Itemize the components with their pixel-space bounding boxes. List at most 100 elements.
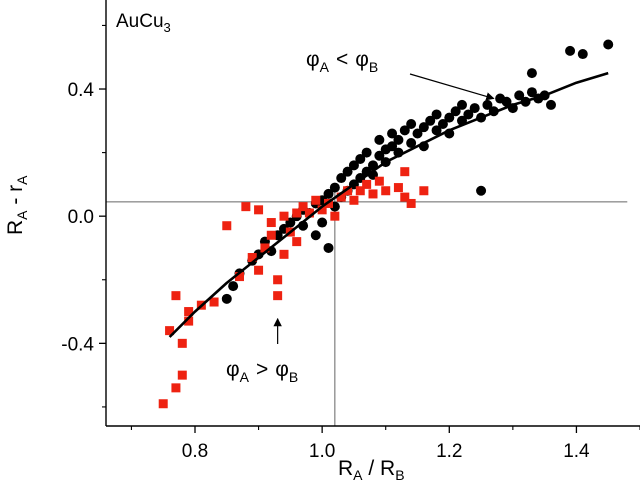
data-point-circle bbox=[526, 68, 537, 79]
data-point-circle bbox=[603, 39, 614, 50]
data-point-square bbox=[311, 195, 321, 205]
data-point-square bbox=[177, 370, 187, 380]
data-point-square bbox=[254, 265, 264, 275]
data-point-square bbox=[304, 208, 314, 218]
data-point-circle bbox=[323, 188, 334, 199]
chart-title: AuCu3 bbox=[116, 11, 171, 35]
data-point-circle bbox=[399, 125, 410, 136]
data-point-circle bbox=[329, 182, 340, 193]
data-point-circle bbox=[310, 230, 321, 241]
annotation-phiA-greater-phiB: φA > φB bbox=[226, 358, 298, 385]
data-point-square bbox=[165, 326, 175, 336]
data-point-square bbox=[292, 237, 302, 247]
data-point-square bbox=[406, 198, 416, 208]
data-point-square bbox=[273, 275, 283, 285]
data-point-circle bbox=[374, 134, 385, 145]
data-point-circle bbox=[336, 173, 347, 184]
data-point-circle bbox=[526, 87, 537, 98]
data-point-circle bbox=[463, 109, 474, 120]
y-tick-label: 0.0 bbox=[68, 207, 94, 228]
data-point-square bbox=[419, 186, 429, 196]
data-point-circle bbox=[406, 138, 417, 149]
y-tick-label: -0.4 bbox=[61, 334, 94, 355]
data-point-circle bbox=[425, 115, 436, 126]
data-point-square bbox=[209, 297, 219, 307]
fit-line bbox=[168, 71, 609, 338]
annotations bbox=[273, 73, 495, 344]
data-point-circle bbox=[431, 125, 442, 136]
data-point-square bbox=[260, 243, 270, 253]
data-point-square bbox=[184, 316, 194, 326]
data-point-square bbox=[273, 291, 283, 301]
data-point-circle bbox=[374, 150, 385, 161]
data-point-circle bbox=[565, 45, 576, 56]
data-point-square bbox=[381, 186, 391, 196]
annotation-arrow-upper bbox=[409, 73, 495, 101]
data-point-circle bbox=[323, 242, 334, 253]
series-black-circles bbox=[221, 39, 614, 304]
data-point-circle bbox=[355, 153, 366, 164]
data-point-circle bbox=[317, 217, 328, 228]
data-point-square bbox=[292, 208, 302, 218]
data-point-circle bbox=[469, 103, 480, 114]
x-tick-label: 1.0 bbox=[309, 441, 335, 462]
y-tick-label: 0.4 bbox=[68, 80, 95, 101]
data-point-square bbox=[368, 189, 378, 199]
data-point-square bbox=[400, 167, 410, 177]
data-point-square bbox=[279, 249, 289, 259]
data-point-circle bbox=[412, 128, 423, 139]
data-point-square bbox=[247, 253, 257, 263]
data-point-square bbox=[400, 192, 410, 202]
data-point-circle bbox=[482, 99, 493, 110]
data-point-square bbox=[317, 205, 327, 215]
x-tick-label: 0.8 bbox=[182, 441, 208, 462]
data-point-square bbox=[349, 195, 359, 205]
data-point-circle bbox=[444, 112, 455, 123]
data-point-circle bbox=[228, 281, 239, 292]
data-point-square bbox=[362, 179, 372, 189]
tick-labels: 0.8 1.0 1.2 1.4 -0.4 0.0 0.4 bbox=[61, 80, 590, 462]
fit-curve bbox=[168, 71, 609, 338]
data-point-circle bbox=[393, 134, 404, 145]
data-point-square bbox=[171, 291, 181, 301]
data-point-square bbox=[177, 338, 187, 348]
data-point-square bbox=[241, 202, 251, 212]
data-point-circle bbox=[514, 90, 525, 101]
data-point-circle bbox=[546, 99, 556, 110]
data-point-circle bbox=[387, 128, 398, 139]
data-point-circle bbox=[342, 166, 353, 177]
x-axis-label: RA / RB bbox=[338, 457, 405, 483]
data-point-circle bbox=[406, 118, 417, 129]
reference-lines bbox=[106, 187, 628, 426]
data-point-square bbox=[254, 205, 264, 215]
data-point-circle bbox=[387, 141, 398, 152]
data-point-circle bbox=[437, 118, 448, 129]
data-point-square bbox=[279, 211, 289, 221]
x-tick-label: 1.2 bbox=[436, 441, 462, 462]
data-point-circle bbox=[348, 160, 359, 171]
data-point-circle bbox=[361, 147, 372, 158]
data-point-square bbox=[298, 202, 308, 212]
data-point-circle bbox=[450, 106, 461, 117]
data-point-circle bbox=[476, 185, 487, 196]
data-point-square bbox=[184, 307, 194, 317]
data-point-square bbox=[336, 192, 346, 202]
y-axis-label: RA - rA bbox=[4, 175, 30, 235]
annotation-phiA-less-phiB: φA < φB bbox=[306, 48, 378, 75]
data-point-square bbox=[235, 272, 244, 282]
data-point-square bbox=[355, 186, 365, 196]
data-point-square bbox=[266, 230, 276, 240]
data-point-square bbox=[330, 211, 340, 221]
data-point-square bbox=[393, 183, 403, 193]
x-tick-label: 1.4 bbox=[563, 441, 590, 462]
data-point-square bbox=[374, 176, 384, 186]
data-point-square bbox=[266, 218, 276, 228]
data-point-circle bbox=[501, 96, 512, 107]
ticks bbox=[99, 24, 640, 433]
data-point-square bbox=[158, 399, 168, 409]
data-point-circle bbox=[431, 109, 442, 120]
series-red-squares bbox=[158, 167, 429, 409]
data-point-square bbox=[343, 186, 353, 196]
data-point-square bbox=[171, 383, 181, 393]
data-point-square bbox=[222, 221, 232, 231]
